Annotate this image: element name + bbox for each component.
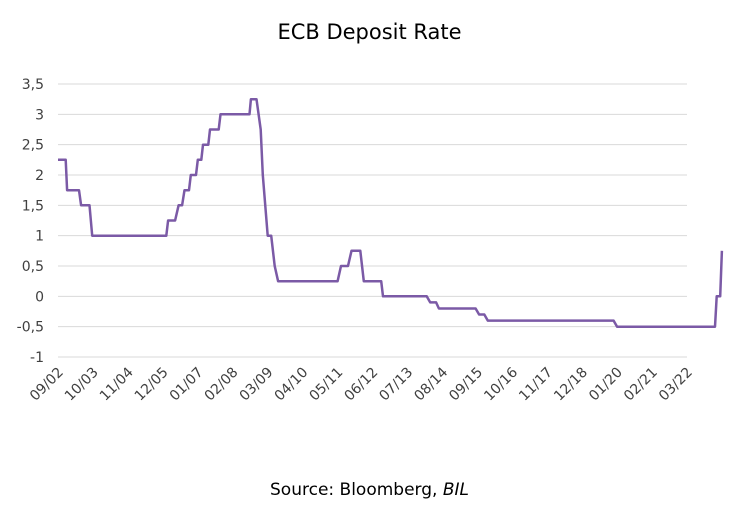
x-tick-label: 01/20	[586, 365, 626, 405]
y-tick-label: 3,5	[22, 77, 44, 93]
x-tick-label: 03/09	[237, 365, 277, 405]
x-tick-label: 09/15	[446, 365, 486, 405]
x-tick-label: 04/10	[272, 365, 312, 405]
x-tick-label: 08/14	[411, 364, 451, 404]
y-tick-label: 2	[35, 168, 44, 184]
x-tick-label: 01/07	[167, 365, 207, 405]
y-tick-label: -1	[30, 350, 44, 366]
x-tick-label: 11/17	[516, 365, 556, 405]
y-axis-ticks: 3,5 3 2,5 2 1,5 1 0,5 0 -0,5 -1	[17, 77, 44, 366]
chart-title: ECB Deposit Rate	[277, 20, 462, 44]
x-tick-label: 02/21	[621, 365, 661, 405]
series-layer	[58, 97, 724, 328]
source-note: Source: Bloomberg, BIL	[0, 480, 739, 500]
y-tick-label: -0,5	[17, 320, 44, 336]
x-axis-ticks: 09/0210/0311/0412/0501/0702/0803/0904/10…	[27, 364, 696, 404]
x-tick-label: 09/02	[27, 365, 67, 405]
y-tick-label: 2,5	[22, 138, 44, 154]
x-tick-label: 03/22	[656, 365, 696, 405]
x-tick-label: 07/13	[376, 365, 416, 405]
y-tick-label: 1,5	[22, 198, 44, 214]
x-tick-label: 05/11	[307, 365, 347, 405]
y-tick-label: 3	[35, 107, 44, 123]
source-italic: BIL	[442, 480, 469, 500]
y-tick-label: 1	[35, 229, 44, 245]
line-chart: 3,532,521,510,50-0,5-1 09/0210/0311/0412…	[17, 77, 724, 404]
source-text: Source: Bloomberg,	[270, 480, 443, 500]
x-tick-label: 10/03	[62, 365, 102, 405]
x-tick-label: 12/18	[551, 365, 591, 405]
y-tick-label: 0	[35, 289, 44, 305]
gridlines	[58, 83, 687, 358]
x-tick-label: 11/04	[97, 364, 137, 404]
x-tick-label: 06/12	[341, 365, 381, 405]
x-tick-label: 02/08	[202, 365, 242, 405]
series-line	[58, 97, 724, 328]
x-tick-label: 10/16	[481, 364, 521, 404]
y-tick-label: 0,5	[22, 259, 44, 275]
x-tick-label: 12/05	[132, 365, 172, 405]
